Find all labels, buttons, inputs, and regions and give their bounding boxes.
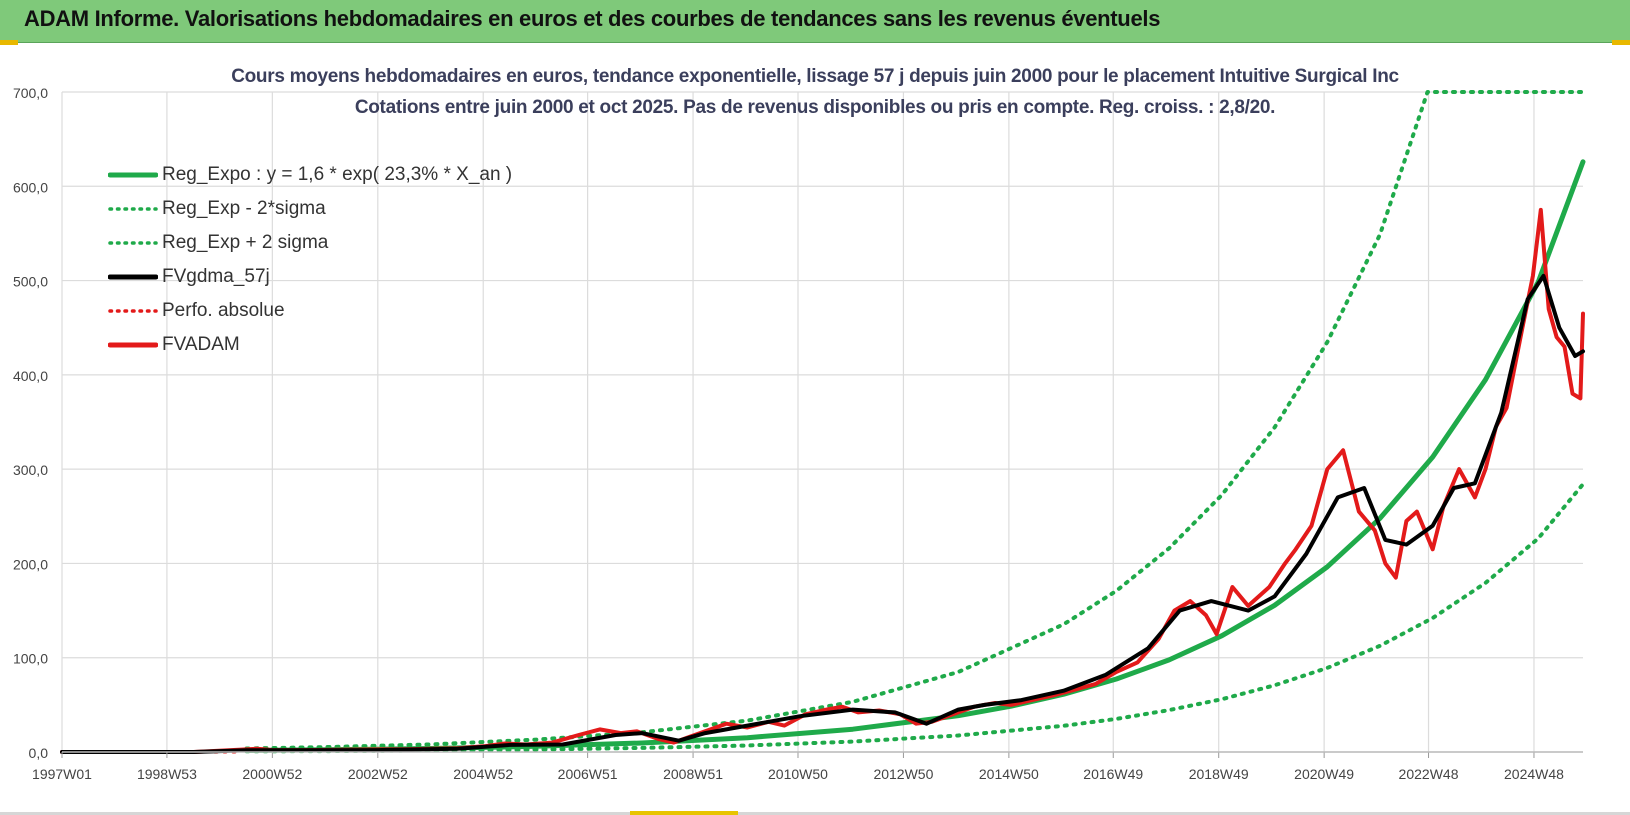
y-tick-label: 300,0 (13, 462, 48, 478)
x-tick-label: 2014W50 (979, 766, 1039, 782)
legend-item: FVgdma_57j (108, 260, 512, 294)
x-tick-label: 2004W52 (453, 766, 513, 782)
x-tick-label: 2000W52 (242, 766, 302, 782)
legend-label: Reg_Exp - 2*sigma (162, 198, 326, 219)
series-line-3 (60, 273, 1585, 754)
legend-item: Reg_Exp + 2 sigma (108, 226, 512, 260)
series-line-1 (244, 482, 1585, 754)
chart-legend: Reg_Expo : y = 1,6 * exp( 23,3% * X_an )… (108, 158, 512, 362)
y-tick-label: 0,0 (29, 745, 49, 761)
y-tick-label: 600,0 (13, 179, 48, 195)
series-layer (60, 90, 1586, 754)
header-title: ADAM Informe. Valorisations hebdomadaire… (24, 6, 1161, 31)
line-chart: 0,0 100,0 200,0 300,0 400,0 500,0 600,0 700,0 19… (13, 85, 1586, 782)
chart-title: Cours moyens hebdomadaires en euros, ten… (231, 66, 1399, 87)
grid-layer (61, 91, 1583, 753)
legend-swatch (108, 274, 158, 280)
x-tick-label: 2020W49 (1294, 766, 1354, 782)
bottom-border (0, 812, 1630, 815)
x-tick-label: 2006W51 (558, 766, 618, 782)
y-tick-label: 200,0 (13, 556, 48, 572)
legend-item: Perfo. absolue (108, 294, 512, 328)
y-tick-label: 500,0 (13, 274, 48, 290)
y-tick-label: 400,0 (13, 368, 48, 384)
x-tick-label: 1998W53 (137, 766, 197, 782)
legend-item: Reg_Expo : y = 1,6 * exp( 23,3% * X_an ) (108, 158, 512, 192)
chart-subtitle: Cotations entre juin 2000 et oct 2025. P… (354, 97, 1276, 118)
legend-swatch (108, 207, 158, 211)
legend-swatch (108, 172, 158, 178)
series-line-2 (244, 90, 1585, 751)
axis-layer: 0,0 100,0 200,0 300,0 400,0 500,0 600,0 700,0 19… (13, 85, 1583, 782)
y-tick-label: 700,0 (13, 85, 48, 101)
x-tick-label: 2018W49 (1189, 766, 1249, 782)
legend-label: Reg_Exp + 2 sigma (162, 232, 329, 253)
legend-swatch (108, 241, 158, 245)
header-bar: ADAM Informe. Valorisations hebdomadaire… (0, 0, 1630, 43)
legend-swatch (108, 309, 158, 313)
x-tick-label: 2022W48 (1399, 766, 1459, 782)
x-tick-label: 2016W49 (1083, 766, 1143, 782)
legend-label: FVADAM (162, 334, 240, 355)
corner-accent-left (0, 40, 18, 45)
legend-item: FVADAM (108, 328, 512, 362)
legend-swatch (108, 342, 158, 348)
corner-accent-right (1612, 40, 1630, 45)
x-tick-label: 2024W48 (1504, 766, 1564, 782)
bottom-accent (630, 811, 738, 815)
y-tick-label: 100,0 (13, 651, 48, 667)
legend-label: Reg_Expo : y = 1,6 * exp( 23,3% * X_an ) (162, 164, 513, 185)
legend-item: Reg_Exp - 2*sigma (108, 192, 512, 226)
x-tick-label: 2002W52 (348, 766, 408, 782)
x-tick-label: 2012W50 (873, 766, 933, 782)
legend-label: FVgdma_57j (162, 266, 270, 287)
x-tick-label: 2008W51 (663, 766, 723, 782)
x-tick-label: 2010W50 (768, 766, 828, 782)
legend-label: Perfo. absolue (162, 300, 285, 321)
x-tick-label: 1997W01 (32, 766, 92, 782)
